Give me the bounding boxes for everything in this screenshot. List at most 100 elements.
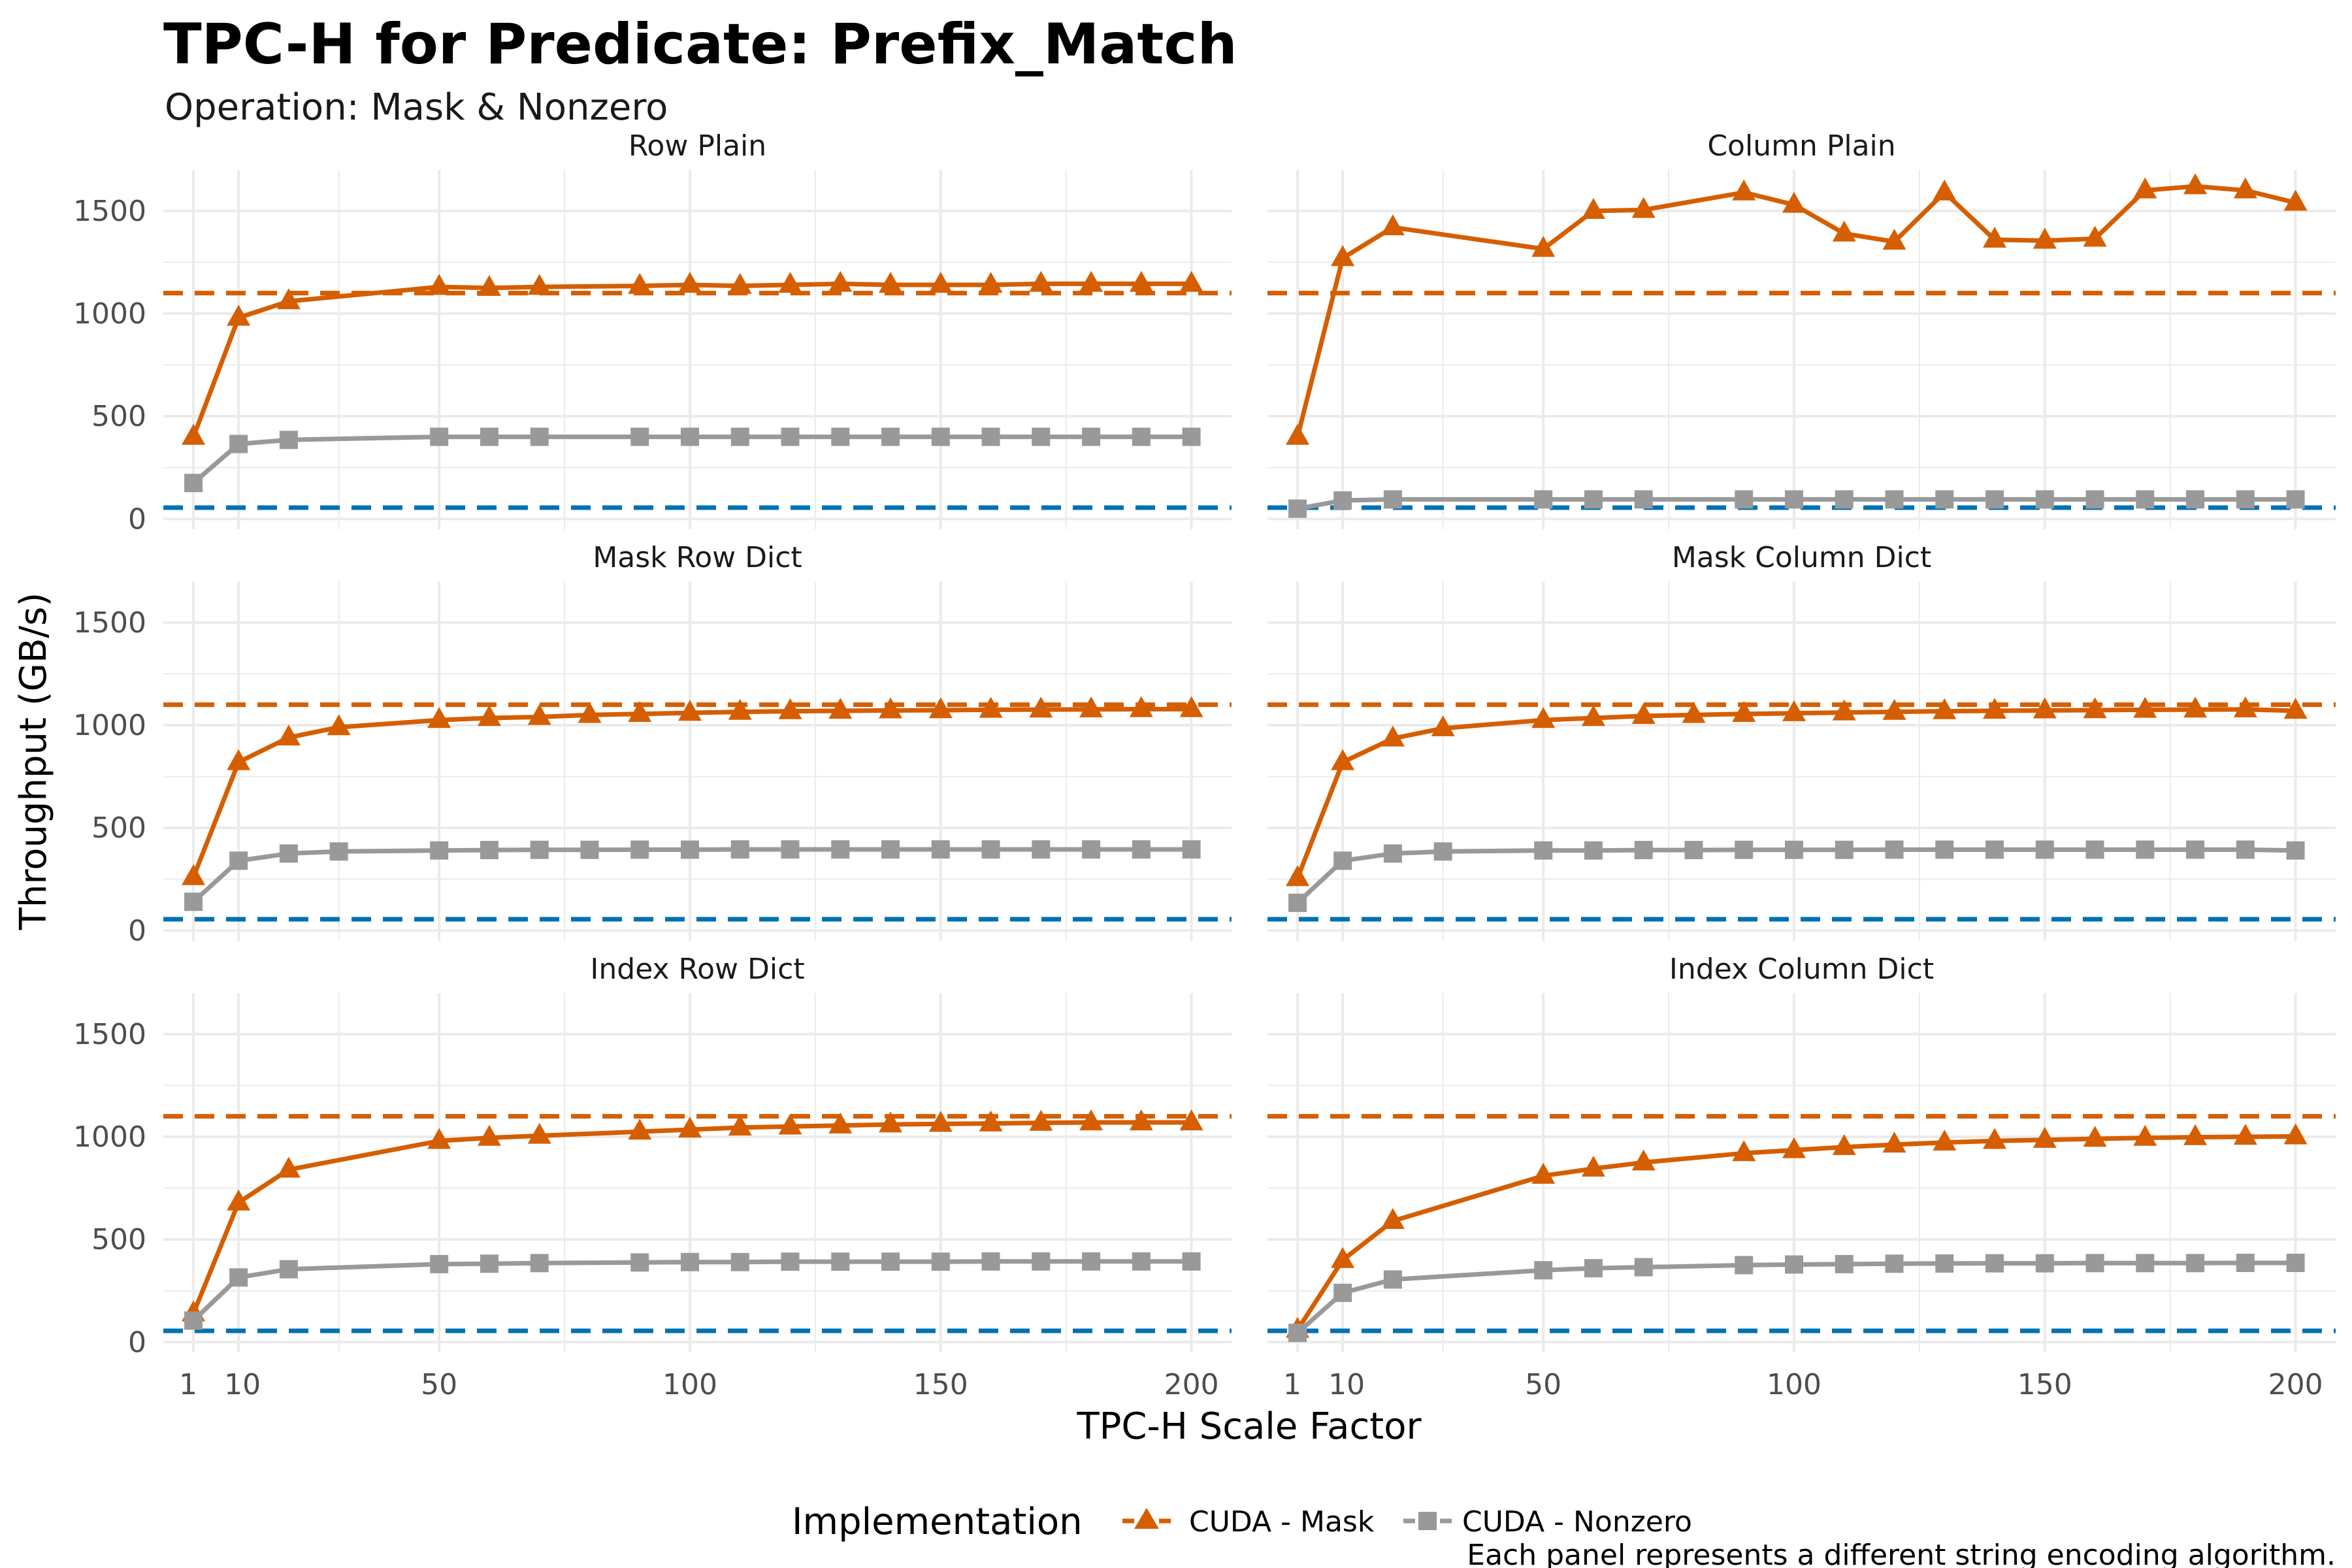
data-point-nonzero bbox=[430, 427, 449, 446]
data-point-mask bbox=[879, 697, 903, 719]
data-point-mask bbox=[527, 1122, 551, 1144]
data-point-nonzero bbox=[1985, 490, 2004, 509]
data-point-nonzero bbox=[2085, 490, 2104, 509]
y-tick-label: 1500 bbox=[73, 195, 146, 228]
x-tick-label: 1 bbox=[179, 1368, 197, 1401]
data-point-mask bbox=[276, 725, 301, 746]
data-point-nonzero bbox=[2186, 1254, 2205, 1273]
data-point-nonzero bbox=[1288, 893, 1307, 912]
data-point-nonzero bbox=[2286, 490, 2305, 509]
data-point-nonzero bbox=[1288, 1324, 1307, 1343]
data-point-mask bbox=[1380, 1208, 1405, 1230]
data-point-mask bbox=[1029, 270, 1053, 292]
data-point-mask bbox=[477, 705, 501, 727]
data-point-nonzero bbox=[2186, 840, 2205, 859]
data-point-mask bbox=[527, 274, 551, 295]
data-point-mask bbox=[2233, 177, 2257, 199]
facet-label-mask-row-dict: Mask Row Dict bbox=[593, 541, 802, 574]
data-point-mask bbox=[1581, 1155, 1605, 1177]
data-point-nonzero bbox=[1935, 840, 1954, 859]
data-point-mask bbox=[1179, 270, 1203, 292]
data-point-mask bbox=[678, 700, 702, 721]
data-point-nonzero bbox=[530, 1254, 549, 1273]
data-point-nonzero bbox=[1032, 840, 1051, 859]
data-point-mask bbox=[678, 272, 702, 293]
data-point-nonzero bbox=[2236, 840, 2255, 859]
data-point-nonzero bbox=[1534, 1261, 1553, 1280]
x-tick-label: 150 bbox=[913, 1368, 968, 1401]
data-point-nonzero bbox=[730, 840, 749, 859]
data-point-mask bbox=[2133, 696, 2157, 718]
data-point-mask bbox=[1331, 1247, 1355, 1268]
y-axis-title: Throughput (GB/s) bbox=[12, 593, 55, 931]
data-point-mask bbox=[527, 704, 551, 725]
data-point-mask bbox=[1129, 696, 1153, 717]
y-tick-label: 0 bbox=[128, 502, 146, 536]
data-point-mask bbox=[477, 1124, 501, 1146]
data-point-nonzero bbox=[1985, 840, 2004, 859]
data-point-mask bbox=[2083, 697, 2107, 719]
data-point-nonzero bbox=[981, 840, 1000, 859]
data-point-mask bbox=[1732, 179, 1756, 201]
data-point-mask bbox=[1933, 698, 1957, 719]
data-point-mask bbox=[427, 274, 451, 295]
data-point-nonzero bbox=[1333, 491, 1352, 510]
data-point-nonzero bbox=[931, 840, 950, 859]
data-point-nonzero bbox=[781, 840, 800, 859]
data-point-nonzero bbox=[1082, 840, 1101, 859]
data-point-mask bbox=[2033, 1126, 2057, 1148]
data-point-nonzero bbox=[1534, 490, 1553, 509]
x-tick-label: 150 bbox=[2017, 1368, 2072, 1401]
data-point-nonzero bbox=[1333, 851, 1352, 870]
data-point-mask bbox=[1732, 1140, 1756, 1162]
x-tick-label: 100 bbox=[662, 1368, 717, 1401]
data-point-nonzero bbox=[1935, 490, 1954, 509]
data-point-mask bbox=[1531, 707, 1556, 728]
data-point-mask bbox=[1581, 705, 1605, 727]
data-point-mask bbox=[276, 1156, 301, 1178]
data-point-nonzero bbox=[781, 1252, 800, 1271]
data-point-nonzero bbox=[931, 1252, 950, 1271]
data-point-mask bbox=[678, 1117, 702, 1138]
data-point-mask bbox=[928, 697, 953, 719]
data-point-mask bbox=[2033, 697, 2057, 719]
y-tick-label: 1000 bbox=[73, 1120, 146, 1154]
data-point-nonzero bbox=[730, 427, 749, 446]
data-point-mask bbox=[578, 702, 602, 723]
y-tick-label: 0 bbox=[128, 1326, 146, 1359]
data-point-mask bbox=[628, 1119, 652, 1140]
chart-subtitle: Operation: Mask & Nonzero bbox=[165, 86, 668, 129]
data-point-mask bbox=[1531, 1162, 1556, 1184]
x-axis-title: TPC-H Scale Factor bbox=[1076, 1405, 1422, 1448]
data-point-nonzero bbox=[1885, 1254, 1904, 1273]
data-point-mask bbox=[1882, 1132, 1906, 1153]
y-tick-label: 1500 bbox=[73, 1018, 146, 1051]
data-point-mask bbox=[1782, 191, 1806, 213]
data-point-nonzero bbox=[1288, 499, 1307, 518]
data-point-mask bbox=[1983, 1128, 2007, 1149]
data-point-nonzero bbox=[981, 427, 1000, 446]
data-point-mask bbox=[1631, 703, 1656, 725]
data-point-nonzero bbox=[630, 1253, 649, 1272]
data-point-mask bbox=[1983, 227, 2007, 248]
data-point-mask bbox=[1882, 698, 1906, 720]
x-tick-label: 50 bbox=[421, 1368, 457, 1401]
data-point-mask bbox=[1832, 699, 1856, 721]
data-point-nonzero bbox=[430, 841, 449, 860]
data-point-nonzero bbox=[881, 427, 900, 446]
data-point-nonzero bbox=[2035, 1254, 2054, 1273]
data-point-mask bbox=[1029, 696, 1053, 718]
data-point-mask bbox=[2183, 1124, 2208, 1145]
data-point-mask bbox=[1732, 700, 1756, 722]
data-point-mask bbox=[2183, 173, 2208, 195]
data-point-nonzero bbox=[1132, 427, 1151, 446]
x-tick-label: 10 bbox=[224, 1368, 261, 1401]
data-point-nonzero bbox=[2085, 840, 2104, 859]
data-point-mask bbox=[879, 272, 903, 293]
data-point-nonzero bbox=[1735, 490, 1754, 509]
data-point-mask bbox=[2083, 1126, 2107, 1147]
data-point-mask bbox=[2183, 696, 2208, 718]
data-point-mask bbox=[2233, 1124, 2257, 1145]
data-point-nonzero bbox=[580, 840, 599, 859]
